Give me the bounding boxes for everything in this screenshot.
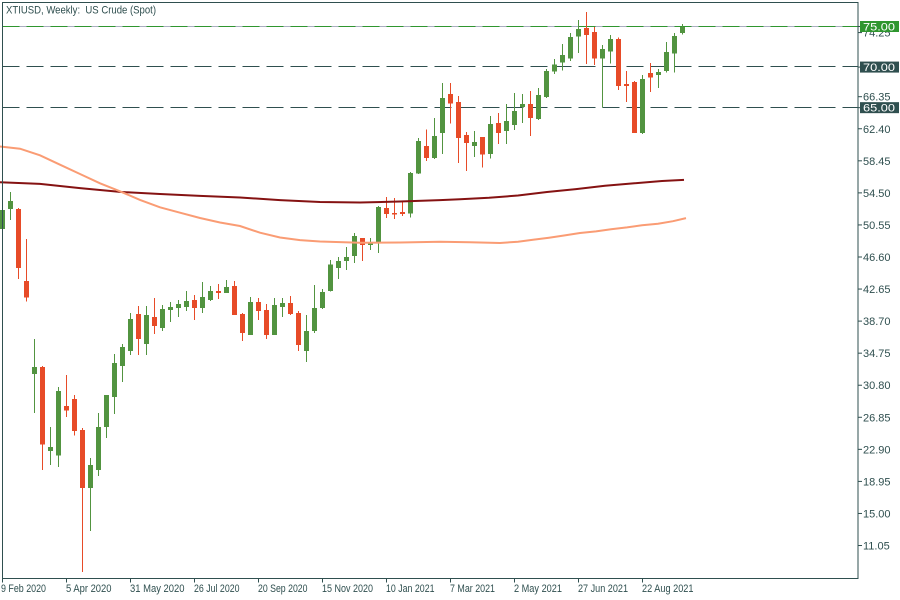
svg-text:54.50: 54.50	[863, 188, 891, 200]
svg-text:9 Feb 2020: 9 Feb 2020	[1, 583, 46, 595]
svg-text:46.60: 46.60	[863, 252, 891, 264]
svg-text:34.75: 34.75	[863, 348, 891, 360]
svg-text:38.70: 38.70	[863, 316, 891, 328]
svg-text:62.40: 62.40	[863, 124, 891, 136]
svg-text:50.55: 50.55	[863, 220, 891, 232]
svg-text:5 Apr 2020: 5 Apr 2020	[66, 583, 112, 595]
svg-text:27 Jun 2021: 27 Jun 2021	[578, 583, 628, 595]
svg-text:20 Sep 2020: 20 Sep 2020	[258, 583, 308, 595]
svg-text:58.45: 58.45	[863, 156, 891, 168]
svg-text:22.90: 22.90	[863, 444, 891, 456]
svg-text:15.00: 15.00	[863, 508, 891, 520]
svg-text:31 May 2020: 31 May 2020	[130, 583, 185, 595]
svg-text:42.65: 42.65	[863, 284, 891, 296]
svg-text:XTIUSD, Weekly: US Crude (Spo: XTIUSD, Weekly: US Crude (Spot)	[6, 5, 156, 17]
svg-text:7 Mar 2021: 7 Mar 2021	[450, 583, 495, 595]
svg-text:70.00: 70.00	[863, 62, 895, 74]
svg-text:75.00: 75.00	[863, 22, 895, 34]
svg-text:22 Aug 2021: 22 Aug 2021	[642, 583, 694, 595]
svg-text:65.00: 65.00	[863, 103, 895, 115]
svg-text:15 Nov 2020: 15 Nov 2020	[322, 583, 373, 595]
svg-text:10 Jan 2021: 10 Jan 2021	[386, 583, 435, 595]
svg-text:26 Jul 2020: 26 Jul 2020	[194, 583, 240, 595]
svg-text:26.85: 26.85	[863, 412, 891, 424]
svg-text:30.80: 30.80	[863, 380, 891, 392]
svg-text:66.35: 66.35	[863, 92, 891, 104]
svg-text:2 May 2021: 2 May 2021	[514, 583, 562, 595]
svg-text:18.95: 18.95	[863, 476, 891, 488]
svg-text:11.05: 11.05	[863, 541, 890, 553]
